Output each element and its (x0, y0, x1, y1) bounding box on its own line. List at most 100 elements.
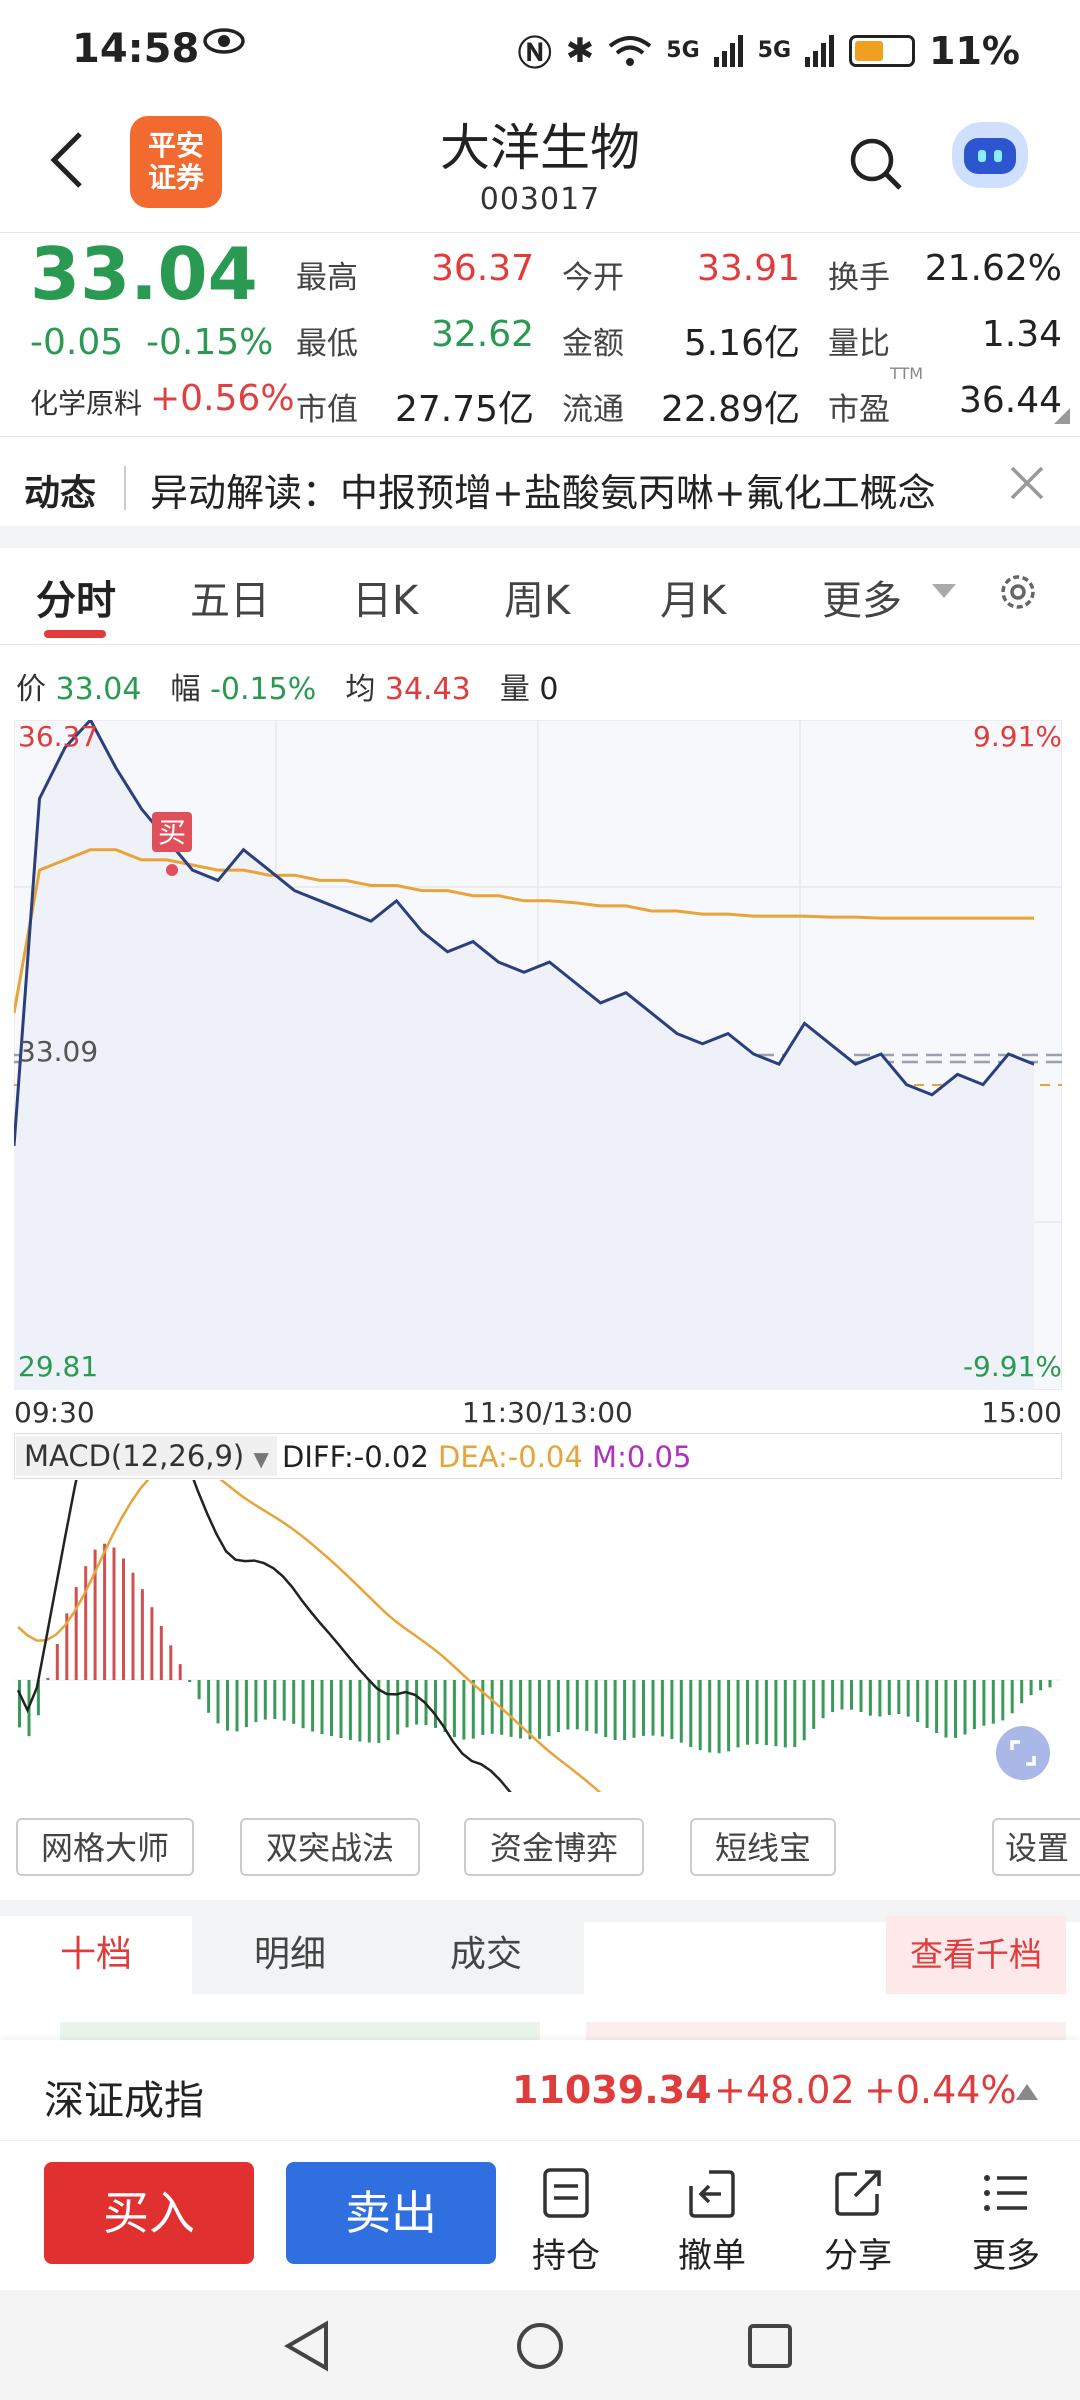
tab-monthly-k[interactable]: 月K (660, 578, 727, 624)
macd-chart (14, 1480, 1062, 1792)
tab-trades[interactable]: 成交 (388, 1916, 584, 1994)
price-change-percent: -0.15% (146, 322, 274, 363)
macd-bar (103, 1543, 107, 1680)
tool-double-breakout[interactable]: 双突战法 (240, 1818, 420, 1876)
macd-selector[interactable]: MACD(12,26,9) ▼ (16, 1436, 277, 1476)
macd-bar (613, 1680, 617, 1740)
axis-bottom-pct: -9.91% (962, 1350, 1062, 1383)
assistant-robot-icon[interactable] (952, 122, 1028, 188)
macd-bar (519, 1680, 523, 1739)
broker-logo[interactable]: 平安 证券 (130, 116, 222, 208)
status-bar: 14:58 Ⓝ ✱ 5G 5G 11% (0, 0, 1080, 100)
holdings-button[interactable]: 持仓 (516, 2166, 616, 2277)
signal-icon-1: 5G (666, 38, 700, 63)
buy-button[interactable]: 买入 (44, 2162, 254, 2264)
tab-intraday[interactable]: 分时 (36, 578, 116, 624)
info-price-label: 价 (16, 672, 46, 707)
macd-bar (793, 1680, 797, 1747)
dea-line (17, 1480, 602, 1792)
stock-code: 003017 (479, 182, 601, 217)
tab-more[interactable]: 更多 (822, 578, 902, 624)
info-vol: 0 (539, 672, 559, 707)
buy-marker[interactable] (152, 812, 192, 852)
time-end: 15:00 (981, 1396, 1062, 1429)
document-list-icon (543, 2168, 589, 2218)
macd-bar (140, 1589, 144, 1680)
mktcap-label: 市值 (296, 392, 358, 428)
index-change: +48.02 (714, 2068, 855, 2112)
info-range: -0.15% (210, 672, 317, 707)
macd-bar (207, 1680, 211, 1713)
macd-bar (935, 1680, 939, 1734)
pe-value: 36.44 (958, 380, 1062, 421)
tool-fund-game[interactable]: 资金博弈 (464, 1818, 644, 1876)
tool-grid-master[interactable]: 网格大师 (16, 1818, 194, 1876)
macd-bar (367, 1680, 371, 1743)
intraday-chart[interactable]: 买 (14, 720, 1062, 1390)
macd-bar (660, 1680, 664, 1737)
chart-info-line: 价 33.04 幅 -0.15% 均 34.43 量 0 (16, 664, 558, 708)
cancel-order-button[interactable]: 撤单 (662, 2166, 762, 2277)
nav-recents-icon[interactable] (746, 2322, 794, 2370)
search-icon[interactable] (848, 136, 904, 192)
macd-bar (197, 1680, 201, 1700)
holdings-label: 持仓 (532, 2236, 600, 2276)
expand-icon (1010, 1740, 1036, 1766)
price-line (14, 720, 1035, 1147)
time-start: 09:30 (14, 1396, 95, 1429)
index-ticker[interactable]: 深证成指 11039.34 +48.02 +0.44% (0, 2040, 1080, 2140)
macd-bar (330, 1680, 333, 1736)
menu-list-icon (984, 2175, 1027, 2211)
sell-button[interactable]: 卖出 (286, 2162, 496, 2264)
float-value: 22.89亿 (660, 389, 800, 430)
tool-settings[interactable]: 设置 (992, 1818, 1080, 1876)
vol-ratio-label: 量比 (828, 326, 890, 362)
macd-bar (755, 1680, 759, 1745)
macd-bar (481, 1680, 485, 1735)
macd-bar (18, 1680, 21, 1728)
view-thousand-levels-button[interactable]: 查看千档 (886, 1916, 1066, 1994)
status-time: 14:58 (72, 26, 200, 72)
tool-short-term[interactable]: 短线宝 (690, 1818, 836, 1876)
nav-back-icon[interactable] (282, 2320, 332, 2372)
back-button[interactable] (46, 130, 86, 201)
more-button[interactable]: 更多 (956, 2166, 1056, 2277)
tab-daily-k[interactable]: 日K (352, 578, 419, 624)
tab-five-day[interactable]: 五日 (190, 578, 270, 624)
nav-home-icon[interactable] (514, 2320, 566, 2372)
gear-icon[interactable] (994, 568, 1042, 616)
nfc-icon: Ⓝ (517, 34, 552, 74)
macd-bar (301, 1680, 305, 1729)
dropdown-triangle-icon: ▼ (253, 1447, 269, 1471)
macd-bar (377, 1680, 381, 1743)
macd-bar (405, 1680, 409, 1728)
high-value: 36.37 (430, 248, 534, 289)
more-label: 更多 (972, 2236, 1040, 2276)
tab-detail[interactable]: 明细 (192, 1916, 388, 1994)
macd-bar (831, 1680, 835, 1713)
macd-bar (93, 1549, 97, 1680)
fullscreen-button[interactable] (996, 1726, 1050, 1780)
macd-bar (226, 1680, 229, 1731)
macd-bar (708, 1680, 712, 1753)
info-price: 33.04 (55, 672, 142, 707)
stock-name: 大洋生物 (440, 119, 640, 177)
share-icon (835, 2170, 881, 2216)
amount-label: 金额 (562, 326, 624, 362)
sector-name[interactable]: 化学原料 (30, 387, 143, 420)
macd-bar (556, 1680, 560, 1732)
macd-bar (1039, 1680, 1043, 1691)
close-icon[interactable] (1008, 464, 1048, 504)
macd-bar (679, 1680, 683, 1743)
sector-change: +0.56% (150, 378, 295, 419)
expand-corner-icon[interactable] (1054, 408, 1070, 424)
news-text[interactable]: 异动解读：中报预增+盐酸氨丙啉+氟化工概念 (150, 471, 936, 515)
section-gap (0, 526, 1080, 548)
tab-weekly-k[interactable]: 周K (504, 578, 571, 624)
share-button[interactable]: 分享 (808, 2166, 908, 2277)
macd-bar (169, 1645, 173, 1680)
wifi-icon (609, 35, 652, 66)
tab-ten-levels[interactable]: 十档 (0, 1916, 192, 1994)
macd-bar (670, 1680, 674, 1739)
current-price: 33.04 (30, 232, 258, 316)
